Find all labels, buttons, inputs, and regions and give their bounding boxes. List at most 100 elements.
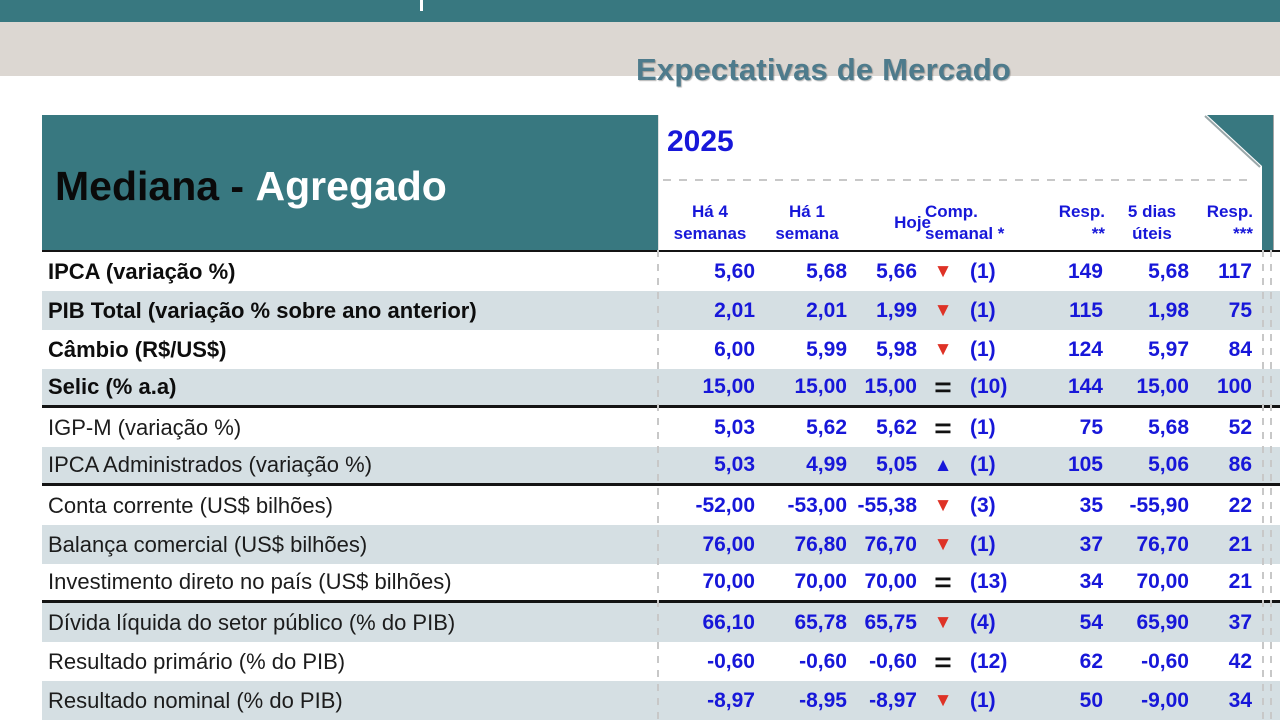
value-today: -0,60 xyxy=(869,649,917,673)
table-row: Câmbio (R$/US$) 6,00 5,99 5,98 ▼ (1) 124… xyxy=(42,330,1280,369)
value-today: 5,98 xyxy=(876,337,917,361)
respondents-count: 75 xyxy=(1079,415,1103,439)
value-4-weeks-ago: 76,00 xyxy=(702,532,755,556)
value-4-weeks-ago: -0,60 xyxy=(707,649,755,673)
table-header-band: Mediana - Agregado 2025 Há 4 semanas Há … xyxy=(42,115,1280,250)
table-row: IPCA (variação %) 5,60 5,68 5,66 ▼ (1) 1… xyxy=(42,252,1280,291)
table-row: Conta corrente (US$ bilhões) -52,00 -53,… xyxy=(42,486,1280,525)
column-headers: Há 4 semanas Há 1 semana Hoje Comp. sema… xyxy=(659,201,1257,245)
value-5-business-days: 5,68 xyxy=(1148,259,1189,283)
value-5-business-days: 15,00 xyxy=(1136,375,1189,398)
value-5-business-days: 70,00 xyxy=(1136,570,1189,593)
value-4-weeks-ago: 6,00 xyxy=(714,337,755,361)
weekly-comparison-count: (1) xyxy=(970,298,996,322)
weekly-comparison-count: (1) xyxy=(970,453,996,476)
value-5-business-days: -9,00 xyxy=(1141,688,1189,712)
folded-corner-icon xyxy=(1204,115,1262,169)
value-1-week-ago: 70,00 xyxy=(794,570,847,593)
trend-equal-icon: = xyxy=(934,372,952,402)
trend-down-icon: ▼ xyxy=(933,612,953,633)
trend-down-icon: ▼ xyxy=(933,261,953,282)
value-4-weeks-ago: 5,03 xyxy=(714,453,755,476)
respondents-5d-count: 100 xyxy=(1216,375,1252,398)
value-1-week-ago: -0,60 xyxy=(799,649,847,673)
respondents-count: 149 xyxy=(1067,259,1103,283)
trend-equal-icon: = xyxy=(934,412,952,443)
weekly-comparison-count: (1) xyxy=(970,415,996,439)
value-1-week-ago: 65,78 xyxy=(794,610,847,634)
divider-panel-right xyxy=(1262,250,1264,720)
indicator-label: IPCA Administrados (variação %) xyxy=(48,452,373,477)
year-label: 2025 xyxy=(667,125,734,158)
trend-down-icon: ▼ xyxy=(933,690,953,711)
respondents-5d-count: 21 xyxy=(1228,570,1252,593)
value-4-weeks-ago: -8,97 xyxy=(707,688,755,712)
respondents-5d-count: 42 xyxy=(1228,649,1252,673)
indicator-label: Investimento direto no país (US$ bilhões… xyxy=(48,569,452,594)
next-year-panel-edge xyxy=(1273,115,1280,250)
value-4-weeks-ago: 15,00 xyxy=(702,375,755,398)
table-row: Investimento direto no país (US$ bilhões… xyxy=(42,564,1280,603)
indicator-label: IGP-M (variação %) xyxy=(48,414,242,440)
respondents-5d-count: 75 xyxy=(1228,298,1252,322)
table-heading: Mediana - Agregado xyxy=(42,115,658,250)
respondents-count: 34 xyxy=(1079,570,1103,593)
value-today: 5,62 xyxy=(876,415,917,439)
value-4-weeks-ago: 70,00 xyxy=(702,570,755,593)
value-1-week-ago: 15,00 xyxy=(794,375,847,398)
indicator-label: IPCA (variação %) xyxy=(48,258,236,284)
table-row: Selic (% a.a) 15,00 15,00 15,00 = (10) 1… xyxy=(42,369,1280,408)
respondents-5d-count: 22 xyxy=(1228,493,1252,517)
trend-equal-icon: = xyxy=(934,567,952,597)
indicator-label: Câmbio (R$/US$) xyxy=(48,336,227,362)
respondents-count: 115 xyxy=(1069,298,1103,322)
value-1-week-ago: 76,80 xyxy=(794,532,847,556)
respondents-5d-count: 86 xyxy=(1228,453,1252,476)
divider-next-panel xyxy=(1270,250,1272,720)
indicator-label: Selic (% a.a) xyxy=(48,374,177,399)
respondents-count: 105 xyxy=(1067,453,1103,476)
respondents-5d-count: 52 xyxy=(1228,415,1252,439)
respondents-5d-count: 84 xyxy=(1228,337,1252,361)
value-today: -55,38 xyxy=(857,493,917,517)
value-5-business-days: -0,60 xyxy=(1141,649,1189,673)
table-body: IPCA (variação %) 5,60 5,68 5,66 ▼ (1) 1… xyxy=(42,250,1280,720)
value-5-business-days: -55,90 xyxy=(1129,493,1189,517)
value-4-weeks-ago: 5,03 xyxy=(714,415,755,439)
weekly-comparison-count: (1) xyxy=(970,259,996,283)
table-row: Dívida líquida do setor público (% do PI… xyxy=(42,603,1280,642)
table-row: IGP-M (variação %) 5,03 5,62 5,62 = (1) … xyxy=(42,408,1280,447)
table-row: IPCA Administrados (variação %) 5,03 4,9… xyxy=(42,447,1280,486)
trend-down-icon: ▼ xyxy=(933,300,953,321)
respondents-count: 144 xyxy=(1067,375,1103,398)
divider-labels-values xyxy=(657,250,659,720)
value-1-week-ago: 5,62 xyxy=(806,415,847,439)
col-header-1-week-ago: Há 1 semana xyxy=(775,202,839,243)
indicator-label: Resultado nominal (% do PIB) xyxy=(48,687,343,713)
value-5-business-days: 5,68 xyxy=(1148,415,1189,439)
respondents-count: 54 xyxy=(1079,610,1103,634)
col-header-respondents: Resp. ** xyxy=(1058,202,1105,243)
top-bar xyxy=(0,0,1280,22)
respondents-count: 124 xyxy=(1067,337,1103,361)
indicator-label: Resultado primário (% do PIB) xyxy=(48,648,346,674)
trend-up-icon: ▲ xyxy=(933,454,953,476)
trend-equal-icon: = xyxy=(934,646,952,677)
heading-mediana: Mediana - xyxy=(55,163,256,209)
value-today: -8,97 xyxy=(869,688,917,712)
weekly-comparison-count: (1) xyxy=(970,532,996,556)
table-row: Balança comercial (US$ bilhões) 76,00 76… xyxy=(42,525,1280,564)
respondents-5d-count: 34 xyxy=(1228,688,1252,712)
heading-agregado: Agregado xyxy=(255,163,447,209)
value-1-week-ago: 5,68 xyxy=(806,259,847,283)
value-4-weeks-ago: -52,00 xyxy=(695,493,755,517)
trend-down-icon: ▼ xyxy=(933,495,953,516)
weekly-comparison-count: (1) xyxy=(970,337,996,361)
col-header-respondents-5d: Resp. *** xyxy=(1206,202,1253,243)
value-4-weeks-ago: 2,01 xyxy=(714,298,755,322)
col-header-weekly-comparison: Comp. semanal * xyxy=(925,202,1005,243)
weekly-comparison-count: (4) xyxy=(970,610,996,634)
respondents-count: 35 xyxy=(1079,493,1103,517)
year-panel-2025: 2025 Há 4 semanas Há 1 semana Hoje Comp.… xyxy=(658,115,1262,250)
col-header-4-weeks-ago: Há 4 semanas xyxy=(673,202,747,243)
